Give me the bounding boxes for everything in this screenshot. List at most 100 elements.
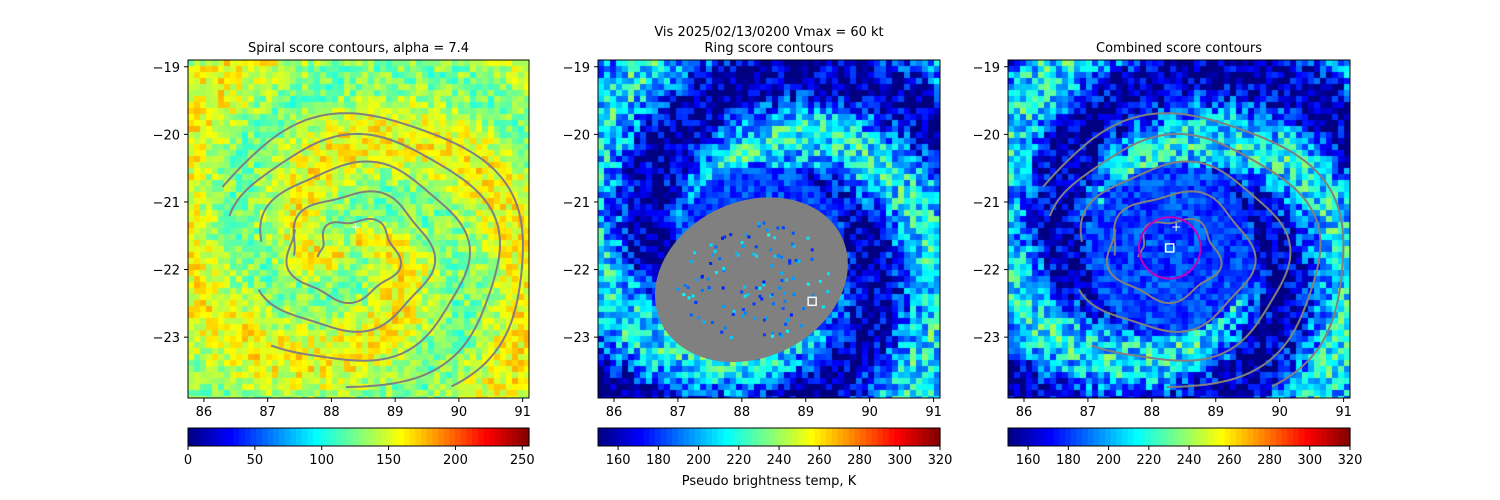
mask-speck (762, 280, 766, 284)
mask-speck (779, 255, 783, 259)
colorbar-segment (1013, 428, 1020, 446)
colorbar-segment (774, 428, 781, 446)
colorbar-segment (449, 428, 456, 446)
colorbar-segment (290, 428, 297, 446)
mask-speck (772, 302, 776, 306)
colorbar-segment (415, 428, 422, 446)
colorbar-segment (517, 428, 524, 446)
mask-speck (743, 294, 747, 298)
mask-speck (758, 294, 762, 298)
colorbar-segment (369, 428, 377, 446)
mask-speck (737, 253, 741, 257)
mask-speck (827, 272, 831, 276)
mask-speck (791, 242, 795, 246)
colorbar-segment (706, 428, 713, 446)
colorbar-segment (660, 428, 667, 446)
colorbar-segment (216, 428, 223, 446)
mask-speck (773, 236, 777, 240)
mask-speck (694, 300, 698, 304)
mask-speck (791, 231, 795, 235)
colorbar-segment (205, 428, 212, 446)
colorbar-segment (729, 428, 736, 446)
mask-speck (780, 271, 784, 275)
colorbar-segment (1264, 428, 1271, 446)
colorbar-segment (837, 428, 844, 446)
colorbar-segment (500, 428, 507, 446)
colorbar-segment (273, 428, 280, 446)
colorbar-segment (700, 428, 707, 446)
colorbar-tick-label: 260 (1217, 453, 1242, 468)
colorbar-segment (894, 428, 901, 446)
mask-speck (802, 307, 806, 311)
colorbar-segment (1036, 428, 1043, 446)
mask-speck (826, 290, 830, 294)
x-tick-label: 90 (861, 405, 878, 420)
colorbar-segment (1042, 428, 1049, 446)
colorbar-segment (666, 428, 673, 446)
colorbar-segment (1053, 428, 1060, 446)
colorbar-segment (1304, 428, 1311, 446)
colorbar-segment (1275, 428, 1283, 446)
colorbar-segment (438, 428, 445, 446)
colorbar-segment (1099, 428, 1106, 446)
mask-speck (682, 293, 686, 297)
mask-speck (769, 248, 773, 252)
x-tick-label: 89 (1207, 405, 1224, 420)
mask-speck (686, 286, 690, 290)
colorbar-tick-label: 240 (1177, 453, 1202, 468)
colorbar-segment (598, 428, 605, 446)
mask-speck (810, 248, 814, 252)
colorbar-segment (609, 428, 616, 446)
colorbar-segment (1258, 428, 1266, 446)
colorbar-segment (848, 428, 856, 446)
mask-speck (776, 226, 780, 230)
x-tick-label: 89 (387, 405, 404, 420)
colorbar-segment (677, 428, 685, 446)
y-tick-label: −21 (153, 196, 180, 211)
mask-speck (732, 309, 736, 313)
colorbar-segment (1059, 428, 1066, 446)
colorbar-segment (1287, 428, 1294, 446)
colorbar-segment (865, 428, 873, 446)
center-square-marker (807, 296, 817, 307)
colorbar-segment (917, 428, 924, 446)
colorbar-segment (256, 428, 263, 446)
mask-speck (702, 320, 706, 324)
mask-speck (785, 318, 789, 322)
colorbar-segment (358, 428, 365, 446)
mask-speck (687, 296, 691, 300)
mask-speck (720, 330, 724, 334)
subplot-1: Spiral score contours, alpha = 7.4 86 87 88… (153, 41, 535, 468)
spiral-contour (259, 160, 472, 362)
colorbar-segment (911, 428, 918, 446)
colorbar-segment (523, 428, 530, 446)
colorbar-tick-label: 0 (184, 453, 192, 468)
colorbar-segment (1173, 428, 1180, 446)
mask-speck (752, 252, 756, 256)
mask-speck (776, 253, 780, 257)
x-tick-label: 86 (606, 405, 623, 420)
colorbar: 0 50 100 150 200 250 (184, 427, 535, 468)
colorbar-segment (1270, 428, 1277, 446)
mask-speck (762, 333, 766, 337)
mask-speck (691, 294, 695, 298)
heatmap-image (188, 60, 529, 398)
colorbar-segment (615, 428, 622, 446)
colorbar-segment (1161, 428, 1169, 446)
colorbar-segment (786, 428, 793, 446)
colorbar-segment (1327, 428, 1334, 446)
colorbar-segment (352, 428, 360, 446)
colorbar-segment (1110, 428, 1117, 446)
spiral-contour (257, 190, 437, 333)
plot-area (654, 197, 848, 363)
colorbar-segment (307, 428, 314, 446)
mask-speck (781, 306, 785, 310)
spiral-contour (1079, 160, 1292, 362)
colorbar-segment (330, 428, 337, 446)
colorbar-segment (318, 428, 325, 446)
mask-speck (711, 253, 715, 257)
mask-speck (723, 235, 727, 239)
x-tick-label: 91 (514, 405, 531, 420)
mask-speck (780, 279, 784, 283)
